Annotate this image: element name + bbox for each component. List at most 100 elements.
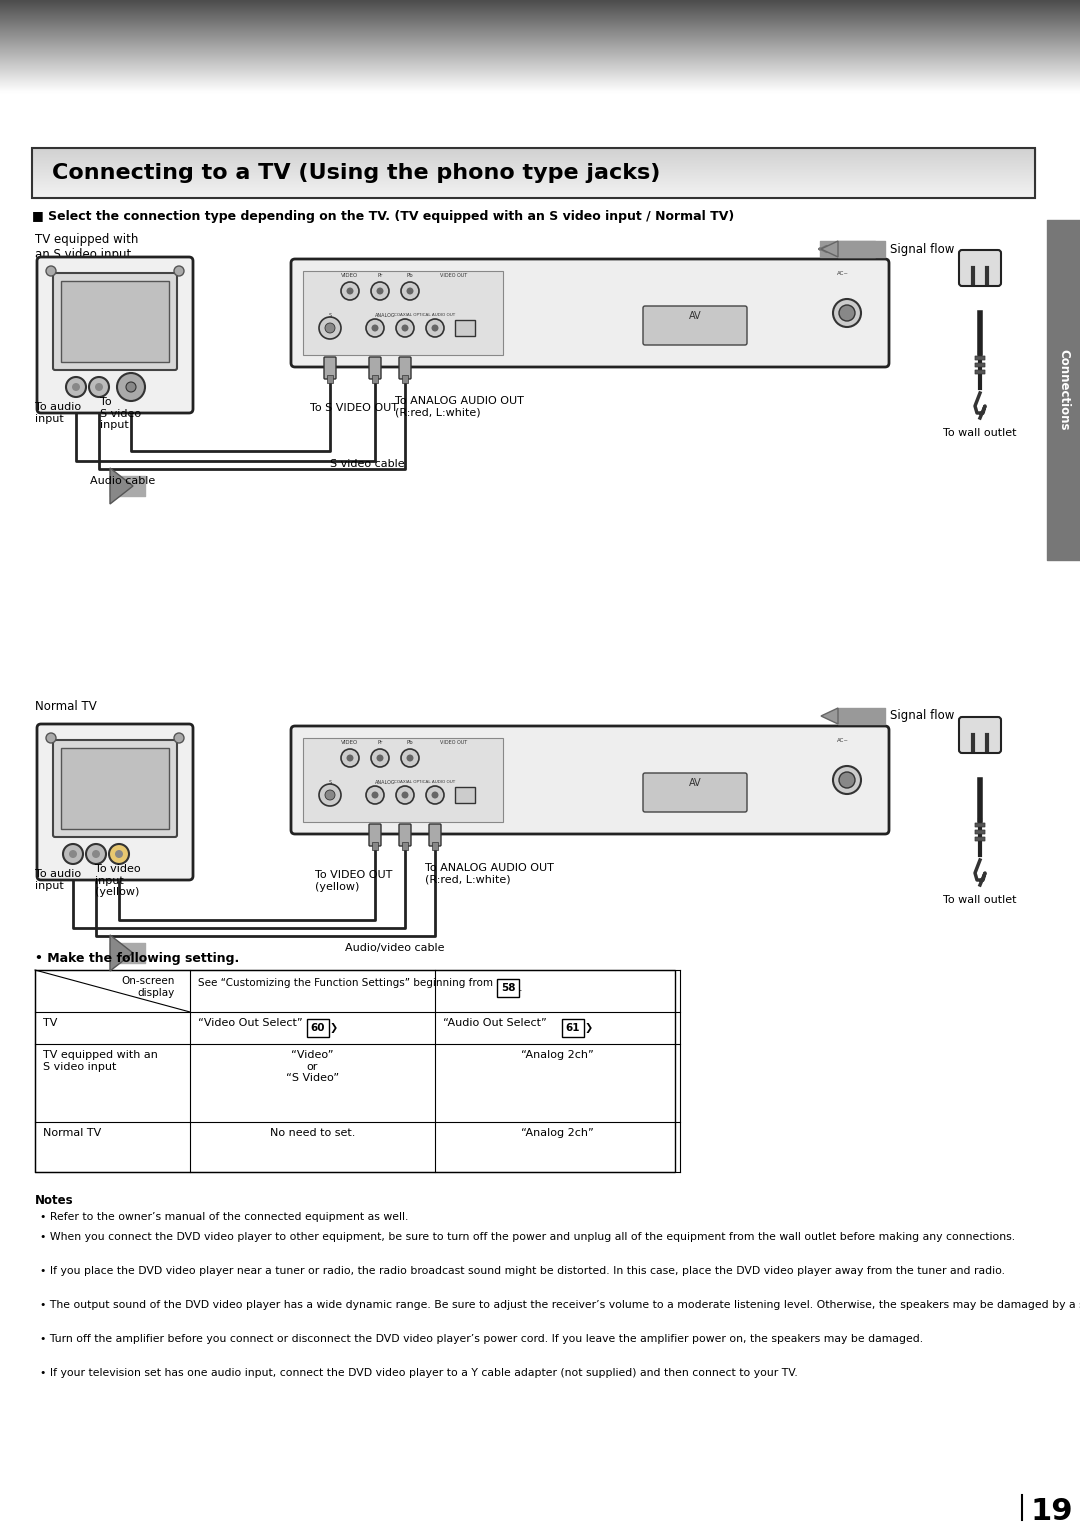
- Circle shape: [377, 287, 383, 295]
- Text: Signal flow: Signal flow: [890, 710, 955, 722]
- Circle shape: [319, 784, 341, 806]
- Circle shape: [174, 732, 184, 743]
- Circle shape: [126, 382, 136, 392]
- FancyBboxPatch shape: [324, 357, 336, 378]
- Circle shape: [366, 786, 384, 804]
- FancyBboxPatch shape: [455, 787, 475, 803]
- Circle shape: [833, 299, 861, 327]
- FancyBboxPatch shape: [975, 363, 985, 366]
- Circle shape: [402, 792, 408, 798]
- Circle shape: [396, 319, 414, 337]
- FancyBboxPatch shape: [975, 356, 985, 360]
- FancyBboxPatch shape: [369, 824, 381, 845]
- Text: To ANALOG AUDIO OUT
(R:red, L:white): To ANALOG AUDIO OUT (R:red, L:white): [395, 397, 524, 418]
- Text: VIDEO: VIDEO: [341, 740, 359, 745]
- Text: • The output sound of the DVD video player has a wide dynamic range. Be sure to : • The output sound of the DVD video play…: [40, 1300, 1080, 1309]
- Polygon shape: [110, 935, 133, 971]
- FancyBboxPatch shape: [53, 273, 177, 369]
- Text: To VIDEO OUT
(yellow): To VIDEO OUT (yellow): [315, 870, 392, 891]
- FancyBboxPatch shape: [975, 823, 985, 827]
- Text: AV: AV: [689, 778, 701, 787]
- Circle shape: [396, 786, 414, 804]
- Text: ANALOG: ANALOG: [375, 313, 395, 317]
- FancyBboxPatch shape: [327, 375, 333, 383]
- Circle shape: [341, 749, 359, 768]
- Circle shape: [402, 325, 408, 331]
- Text: • If you place the DVD video player near a tuner or radio, the radio broadcast s: • If you place the DVD video player near…: [40, 1267, 1005, 1276]
- Text: VIDEO OUT: VIDEO OUT: [440, 740, 468, 745]
- Text: AV: AV: [689, 311, 701, 320]
- Text: COAXIAL OPTICAL AUDIO OUT: COAXIAL OPTICAL AUDIO OUT: [394, 780, 456, 784]
- Text: “Video Out Select”: “Video Out Select”: [198, 1018, 302, 1029]
- Text: To wall outlet: To wall outlet: [943, 896, 1016, 905]
- Circle shape: [432, 325, 438, 331]
- Text: To audio
input: To audio input: [35, 401, 81, 424]
- FancyBboxPatch shape: [562, 1019, 584, 1038]
- FancyBboxPatch shape: [402, 842, 408, 850]
- FancyBboxPatch shape: [303, 739, 503, 823]
- Circle shape: [372, 282, 389, 301]
- Text: TV: TV: [43, 1018, 57, 1029]
- Circle shape: [372, 792, 378, 798]
- Text: Signal flow: Signal flow: [890, 243, 955, 255]
- Circle shape: [63, 844, 83, 864]
- Circle shape: [401, 749, 419, 768]
- Text: Normal TV: Normal TV: [35, 700, 97, 713]
- Polygon shape: [110, 468, 133, 504]
- Circle shape: [347, 287, 353, 295]
- FancyBboxPatch shape: [291, 259, 889, 366]
- Text: Pb: Pb: [407, 740, 414, 745]
- Text: S: S: [328, 780, 332, 784]
- Circle shape: [366, 319, 384, 337]
- FancyBboxPatch shape: [60, 281, 168, 362]
- Text: See “Customizing the Function Settings” beginning from: See “Customizing the Function Settings” …: [198, 978, 492, 987]
- Text: AC~: AC~: [837, 739, 849, 743]
- Circle shape: [89, 377, 109, 397]
- Circle shape: [833, 766, 861, 794]
- Circle shape: [426, 319, 444, 337]
- Text: “Analog 2ch”: “Analog 2ch”: [522, 1050, 594, 1061]
- Circle shape: [401, 282, 419, 301]
- Text: S: S: [328, 313, 332, 317]
- FancyBboxPatch shape: [975, 836, 985, 841]
- Circle shape: [72, 383, 80, 391]
- Text: TV equipped with
an S video input: TV equipped with an S video input: [35, 233, 138, 261]
- Text: VIDEO: VIDEO: [341, 273, 359, 278]
- Text: No need to set.: No need to set.: [270, 1128, 355, 1138]
- Circle shape: [46, 266, 56, 276]
- FancyBboxPatch shape: [53, 740, 177, 836]
- Text: • Turn off the amplifier before you connect or disconnect the DVD video player’s: • Turn off the amplifier before you conn…: [40, 1334, 923, 1344]
- FancyBboxPatch shape: [303, 272, 503, 356]
- Text: • If your television set has one audio input, connect the DVD video player to a : • If your television set has one audio i…: [40, 1367, 798, 1378]
- Circle shape: [347, 754, 353, 761]
- FancyBboxPatch shape: [643, 307, 747, 345]
- FancyBboxPatch shape: [497, 980, 519, 996]
- Text: “Audio Out Select”: “Audio Out Select”: [443, 1018, 546, 1029]
- Text: ANALOG: ANALOG: [375, 780, 395, 784]
- Text: Audio/video cable: Audio/video cable: [345, 943, 445, 954]
- Circle shape: [372, 749, 389, 768]
- Text: COAXIAL OPTICAL AUDIO OUT: COAXIAL OPTICAL AUDIO OUT: [394, 313, 456, 317]
- Text: 58: 58: [501, 983, 515, 993]
- Text: Notes: Notes: [35, 1193, 73, 1207]
- Text: Normal TV: Normal TV: [43, 1128, 102, 1138]
- Text: To audio
input: To audio input: [35, 868, 81, 891]
- Text: 19: 19: [1030, 1497, 1072, 1526]
- Text: To S VIDEO OUT: To S VIDEO OUT: [310, 403, 399, 414]
- Text: S video cable: S video cable: [330, 459, 405, 468]
- Text: Pr: Pr: [377, 273, 382, 278]
- Text: Audio cable: Audio cable: [90, 476, 156, 485]
- Circle shape: [377, 754, 383, 761]
- FancyBboxPatch shape: [37, 723, 193, 881]
- Text: Connecting to a TV (Using the phono type jacks): Connecting to a TV (Using the phono type…: [52, 163, 660, 183]
- Text: Pb: Pb: [407, 273, 414, 278]
- Text: “Analog 2ch”: “Analog 2ch”: [522, 1128, 594, 1138]
- Text: To wall outlet: To wall outlet: [943, 427, 1016, 438]
- FancyBboxPatch shape: [643, 774, 747, 812]
- FancyBboxPatch shape: [975, 830, 985, 835]
- FancyBboxPatch shape: [35, 971, 675, 1172]
- FancyBboxPatch shape: [60, 748, 168, 829]
- Circle shape: [86, 844, 106, 864]
- FancyBboxPatch shape: [959, 250, 1001, 285]
- Circle shape: [325, 324, 335, 333]
